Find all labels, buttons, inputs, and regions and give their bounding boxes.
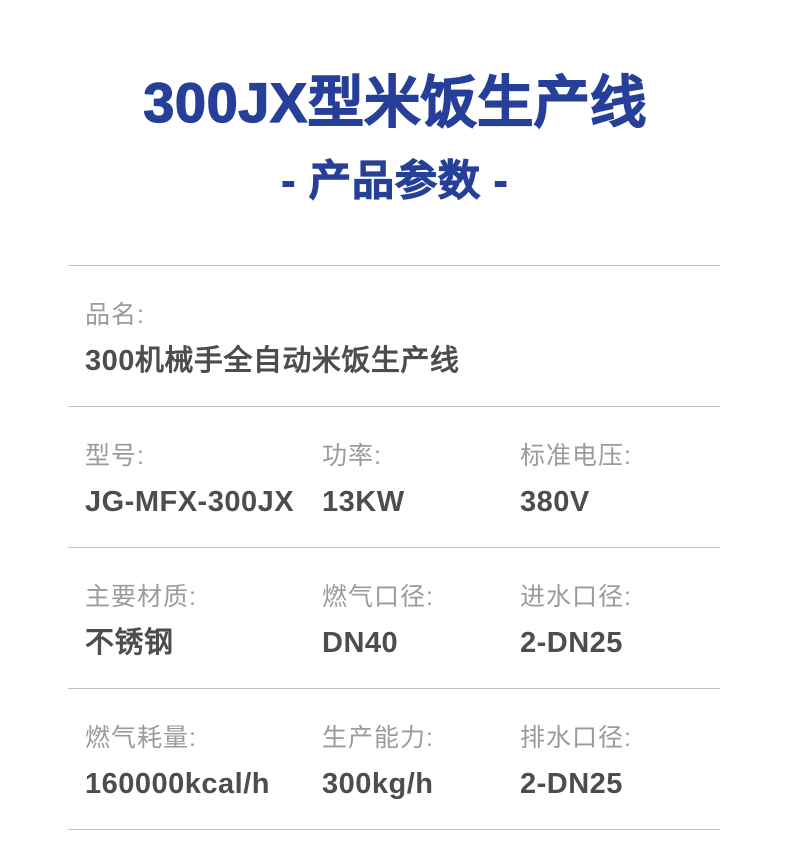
spec-cell-model: 型号: JG-MFX-300JX [68,407,322,547]
spec-label-water-inlet: 进水口径: [520,583,632,611]
spec-label-power: 功率: [322,442,382,470]
spec-cell-capacity: 生产能力: 300kg/h [322,689,520,829]
spec-label-material: 主要材质: [85,583,197,611]
spec-row-model-power-voltage: 型号: JG-MFX-300JX 功率: 13KW 标准电压: 380V [68,407,720,548]
spec-label-model: 型号: [85,442,145,470]
spec-cell-drain: 排水口径: 2-DN25 [520,689,720,829]
product-title: 300JX型米饭生产线 [143,71,647,134]
spec-value-voltage: 380V [520,486,590,518]
spec-label-voltage: 标准电压: [520,442,632,470]
spec-value-drain: 2-DN25 [520,768,623,800]
spec-row-material-gas-water: 主要材质: 不锈钢 燃气口径: DN40 进水口径: 2-DN25 [68,548,720,689]
spec-value-gas-diameter: DN40 [322,627,399,659]
spec-value-power: 13KW [322,486,405,518]
spec-cell-voltage: 标准电压: 380V [520,407,720,547]
spec-value-gas-consumption: 160000kcal/h [85,768,270,800]
page-header: 300JX型米饭生产线 - 产品参数 - [0,0,790,204]
spec-label-gas-diameter: 燃气口径: [322,583,434,611]
spec-cell-product-name: 品名: 300机械手全自动米饭生产线 [68,266,720,406]
spec-cell-water-inlet: 进水口径: 2-DN25 [520,548,720,688]
spec-value-product-name: 300机械手全自动米饭生产线 [85,345,460,377]
spec-value-capacity: 300kg/h [322,768,434,800]
spec-cell-gas-consumption: 燃气耗量: 160000kcal/h [68,689,322,829]
spec-value-model: JG-MFX-300JX [85,486,295,518]
spec-value-material: 不锈钢 [85,627,174,659]
spec-value-water-inlet: 2-DN25 [520,627,623,659]
spec-label-gas-consumption: 燃气耗量: [85,724,197,752]
spec-cell-material: 主要材质: 不锈钢 [68,548,322,688]
section-subtitle: - 产品参数 - [281,157,509,204]
spec-label-product-name: 品名: [85,301,145,329]
spec-row-product-name: 品名: 300机械手全自动米饭生产线 [68,266,720,407]
spec-cell-gas-diameter: 燃气口径: DN40 [322,548,520,688]
spec-label-capacity: 生产能力: [322,724,434,752]
spec-cell-power: 功率: 13KW [322,407,520,547]
spec-table: 品名: 300机械手全自动米饭生产线 型号: JG-MFX-300JX 功率: … [68,265,720,830]
spec-label-drain: 排水口径: [520,724,632,752]
spec-row-consumption-capacity-drain: 燃气耗量: 160000kcal/h 生产能力: 300kg/h 排水口径: 2… [68,689,720,830]
